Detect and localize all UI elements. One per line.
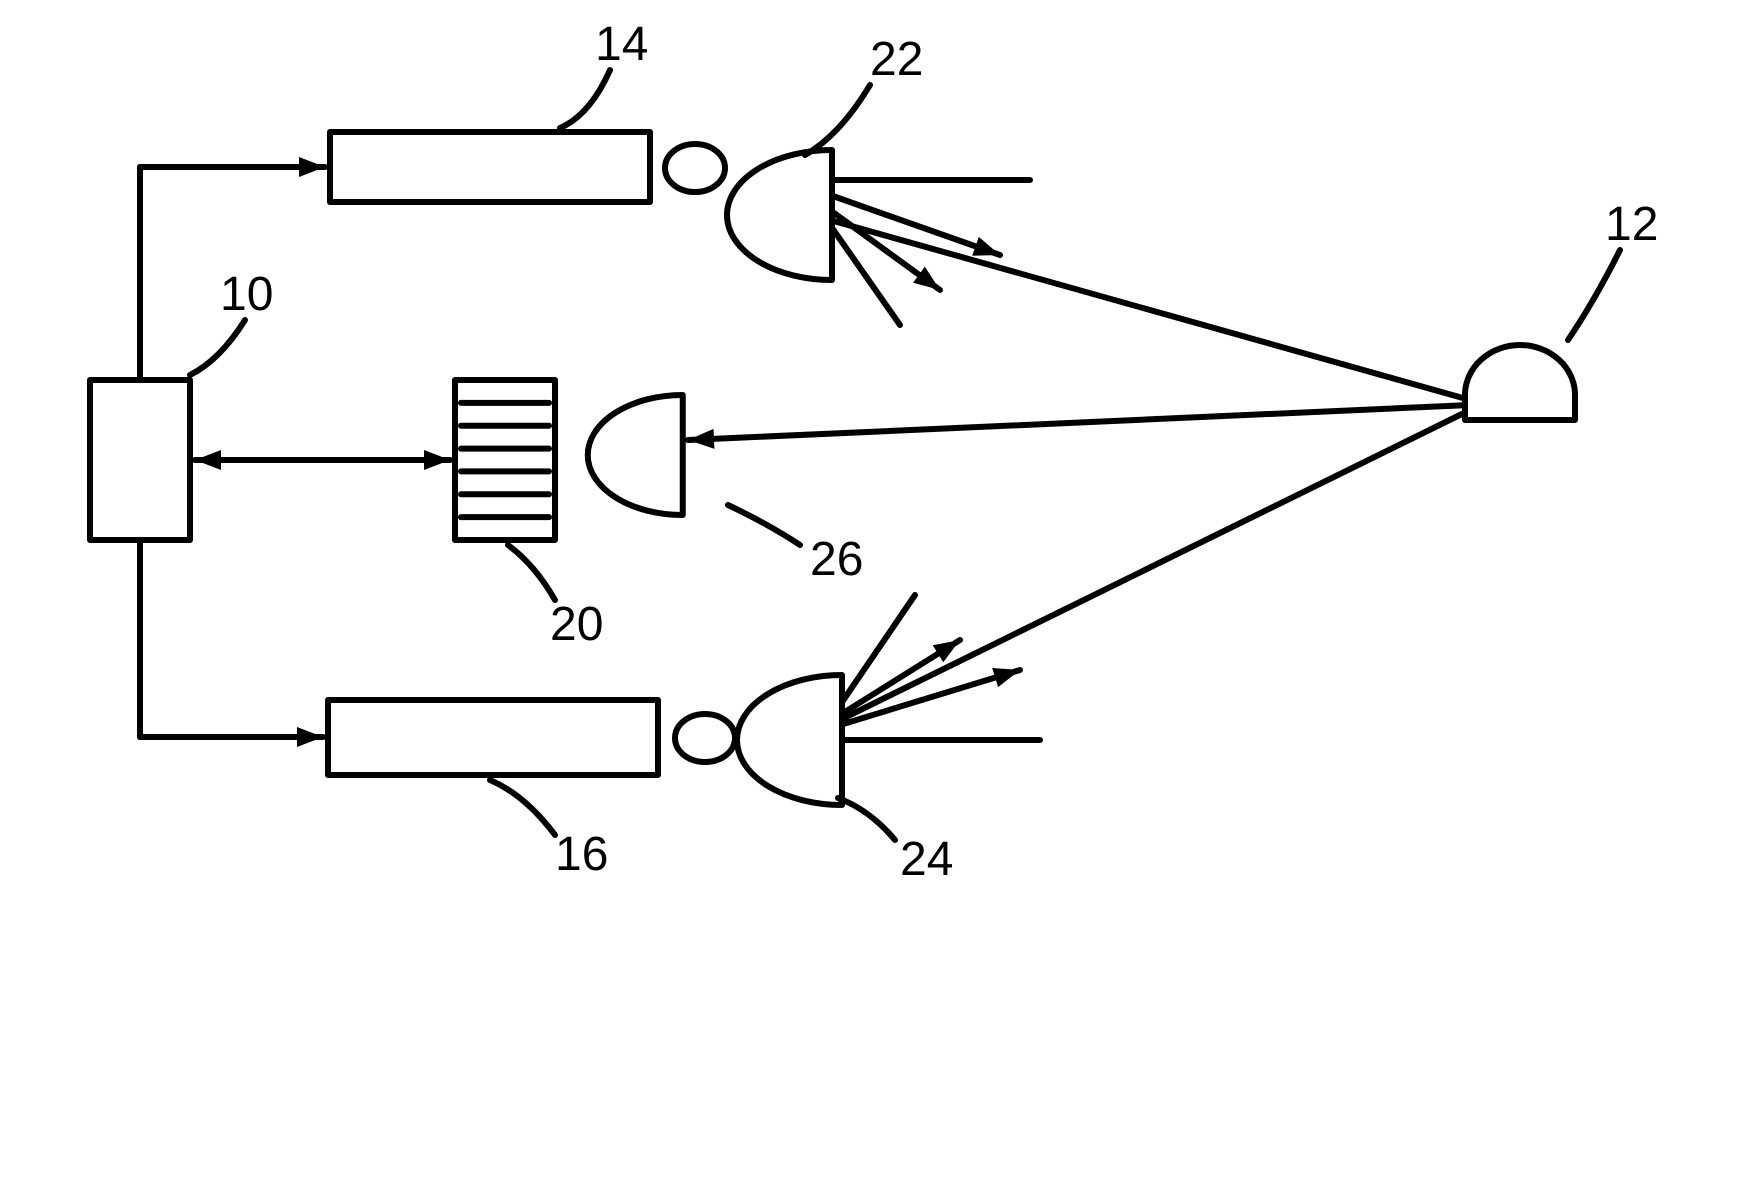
label-n22: 22 xyxy=(870,33,923,86)
label-n14: 14 xyxy=(595,18,648,71)
label-n26: 26 xyxy=(810,533,863,586)
label-n20: 20 xyxy=(550,598,603,651)
label-n10: 10 xyxy=(220,268,273,321)
label-n24: 24 xyxy=(900,833,953,886)
label-n12: 12 xyxy=(1605,198,1658,251)
label-n16: 16 xyxy=(555,828,608,881)
